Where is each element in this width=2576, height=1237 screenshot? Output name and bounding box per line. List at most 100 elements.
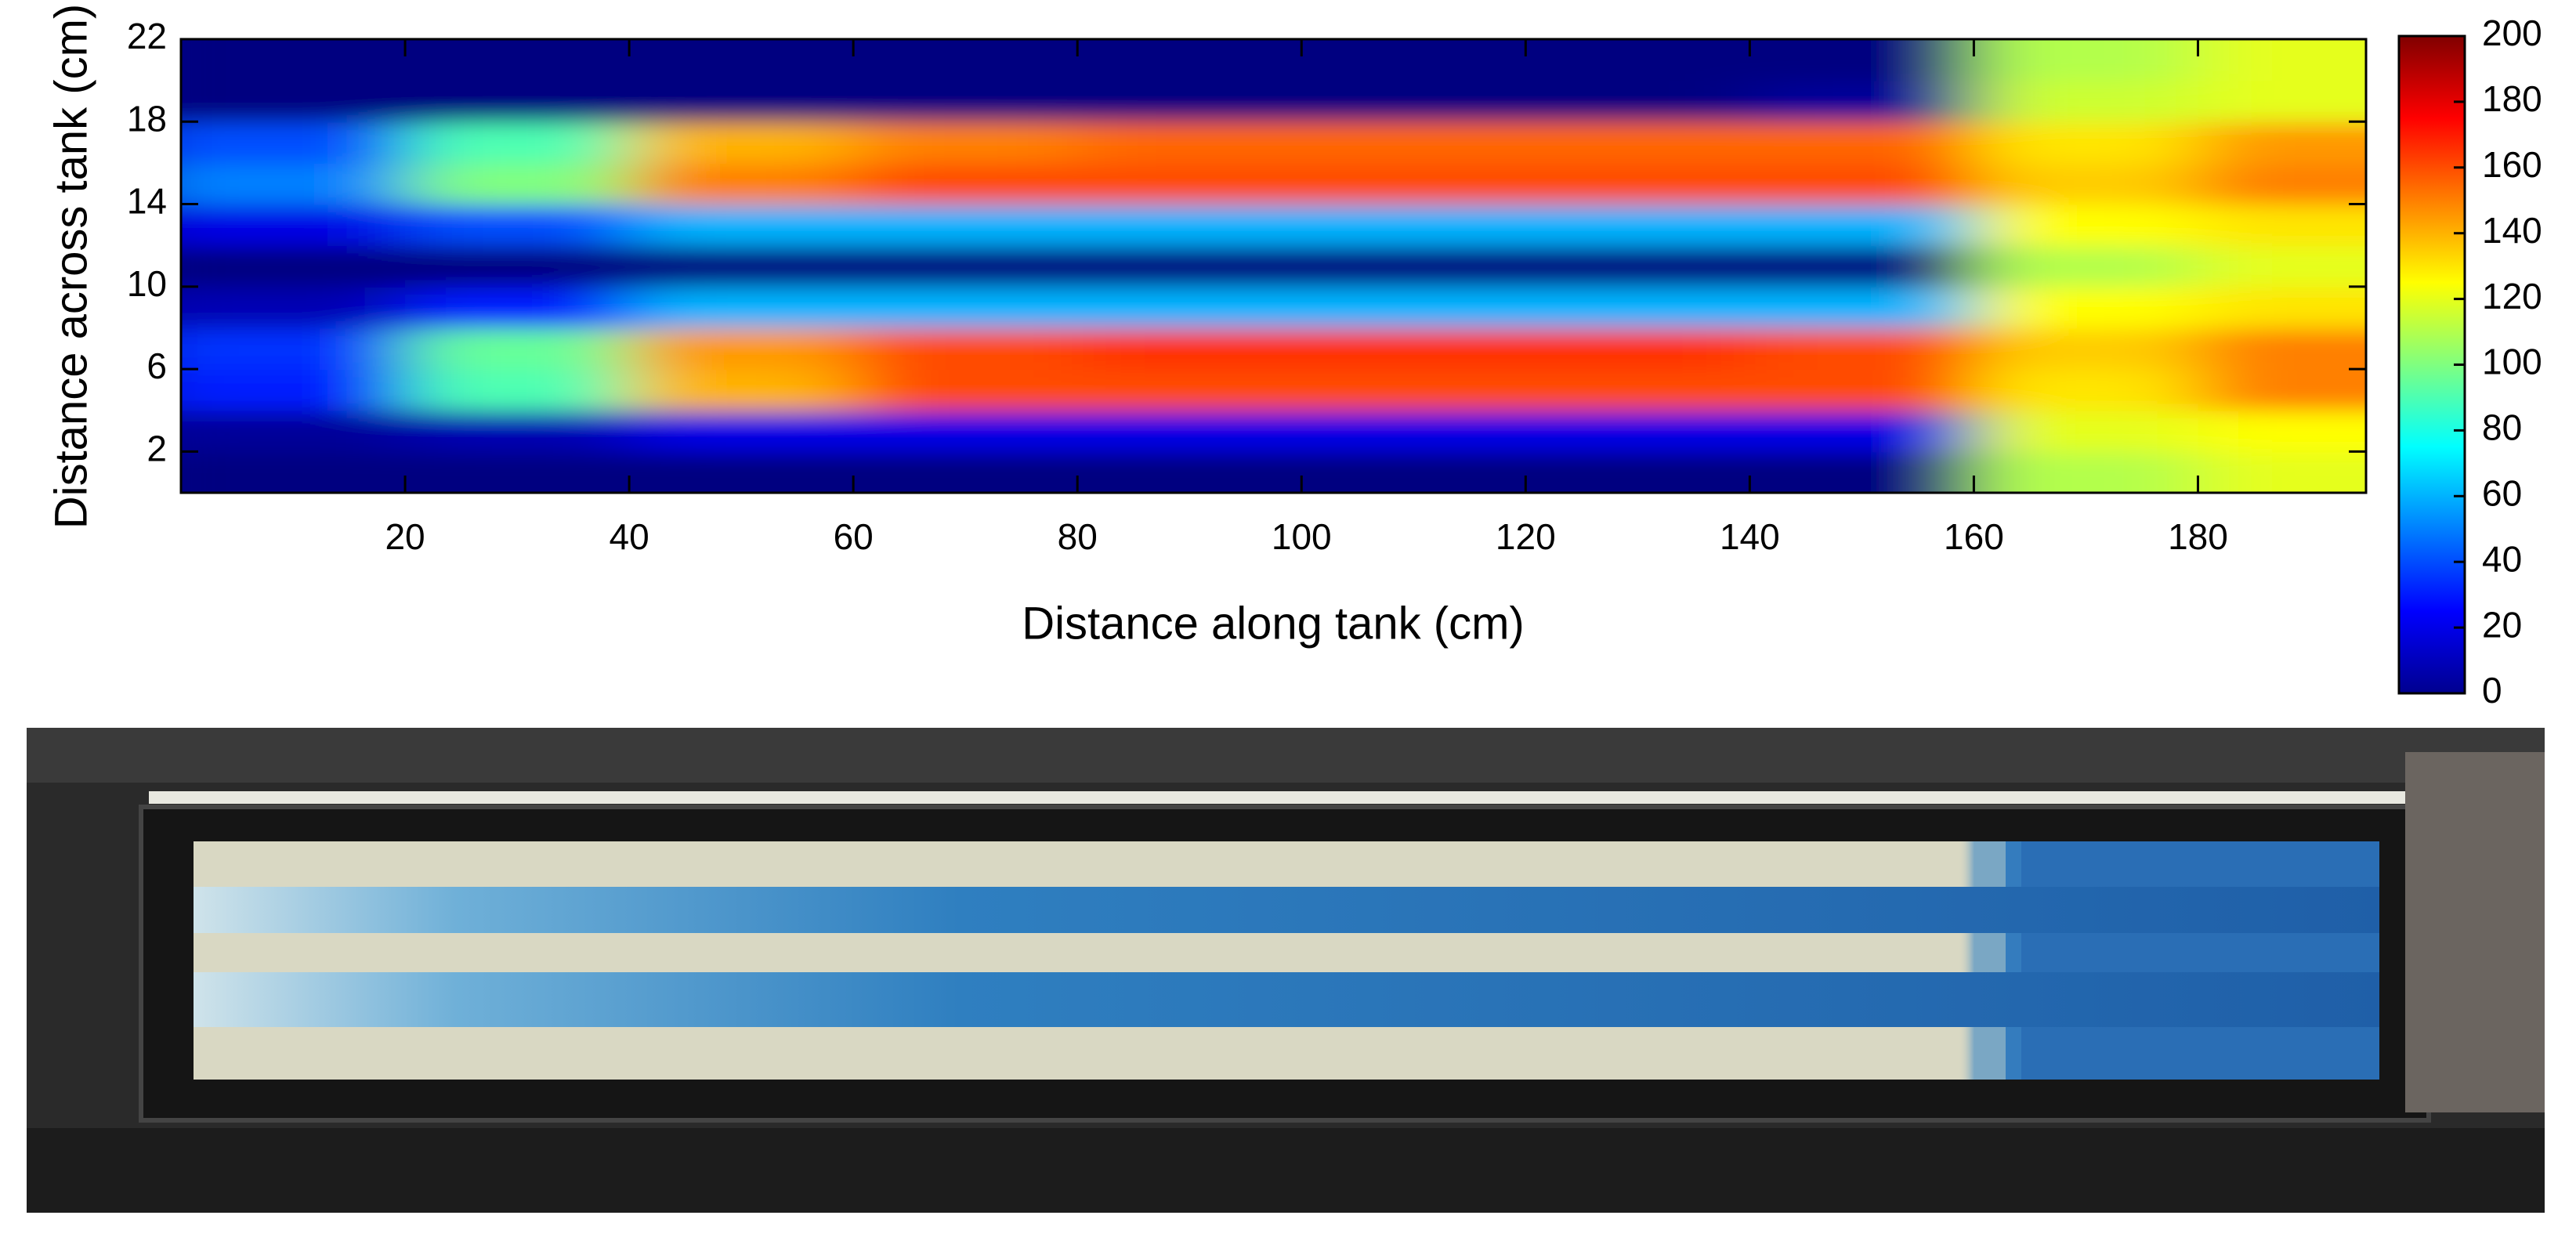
heat-cell xyxy=(1301,162,1527,205)
heat-cell xyxy=(1749,451,1975,493)
heat-cell xyxy=(1301,39,1527,81)
x-tick-label: 80 xyxy=(1058,516,1098,557)
heat-cell xyxy=(181,121,407,164)
heat-cell xyxy=(1301,121,1527,164)
colorbar-tick-label: 120 xyxy=(2482,276,2542,316)
heat-cell xyxy=(181,162,407,205)
heat-cell xyxy=(2198,327,2366,371)
heat-cell xyxy=(629,204,855,247)
heat-cell xyxy=(1974,327,2199,371)
y-tick-label: 18 xyxy=(127,98,167,139)
heat-cell xyxy=(629,162,855,205)
heat-cell xyxy=(1974,162,2199,205)
heat-cell xyxy=(2198,80,2366,123)
heat-cell xyxy=(1974,204,2199,247)
heat-cell xyxy=(181,410,407,453)
colorbar-tick-label: 0 xyxy=(2482,670,2502,711)
colorbar-tick-label: 160 xyxy=(2482,144,2542,185)
heat-cell xyxy=(1077,162,1303,205)
heat-cell xyxy=(1077,204,1303,247)
heat-cell xyxy=(1525,204,1751,247)
heat-cell xyxy=(405,121,631,164)
heat-cell xyxy=(853,204,1079,247)
heat-cell xyxy=(181,451,407,493)
y-tick-label: 10 xyxy=(127,263,167,304)
heat-cell xyxy=(1974,121,2199,164)
photo-rail xyxy=(27,728,2545,783)
heat-cell xyxy=(405,162,631,205)
heat-cell xyxy=(2198,162,2366,205)
heat-cell xyxy=(1525,410,1751,453)
heat-cell xyxy=(2198,286,2366,329)
x-tick-label: 100 xyxy=(1272,516,1332,557)
heatmap xyxy=(181,39,2366,493)
upper-plume xyxy=(194,887,2379,933)
heat-cell xyxy=(181,39,407,81)
heat-cell xyxy=(1525,121,1751,164)
heat-cell xyxy=(1974,286,2199,329)
heat-cell xyxy=(853,451,1079,493)
colorbar-tick-label: 20 xyxy=(2482,604,2522,645)
heat-cell xyxy=(1077,245,1303,288)
heat-cell xyxy=(1077,80,1303,123)
heat-cell xyxy=(181,204,407,247)
heat-cell xyxy=(1749,204,1975,247)
heat-cell xyxy=(181,327,407,371)
heat-cell xyxy=(2198,245,2366,288)
heat-cell xyxy=(629,80,855,123)
y-tick-label: 14 xyxy=(127,181,167,222)
heat-cell xyxy=(405,451,631,493)
heat-cell xyxy=(1525,451,1751,493)
heat-cell xyxy=(2198,39,2366,81)
tank-photo xyxy=(27,728,2545,1213)
dye-front xyxy=(2006,841,2379,1080)
colorbar-tick-label: 200 xyxy=(2482,13,2542,53)
y-tick-label: 22 xyxy=(127,16,167,56)
heat-cell xyxy=(405,410,631,453)
x-tick-label: 20 xyxy=(385,516,425,557)
heat-cell xyxy=(853,327,1079,371)
heat-cell xyxy=(1301,410,1527,453)
heat-cell xyxy=(853,121,1079,164)
heat-cell xyxy=(181,369,407,411)
heat-cell xyxy=(1749,162,1975,205)
heat-cell xyxy=(2198,204,2366,247)
colorbar-tick-label: 180 xyxy=(2482,78,2542,119)
heat-cell xyxy=(405,327,631,371)
heat-cell xyxy=(1749,39,1975,81)
heat-cell xyxy=(1974,245,2199,288)
colorbar-tick-label: 40 xyxy=(2482,538,2522,579)
x-tick-label: 40 xyxy=(610,516,649,557)
heat-cell xyxy=(1301,369,1527,411)
heat-cell xyxy=(2198,451,2366,493)
heat-cell xyxy=(1301,451,1527,493)
heat-cell xyxy=(1974,80,2199,123)
heat-cell xyxy=(1749,245,1975,288)
heat-cell xyxy=(1749,286,1975,329)
y-tick-label: 2 xyxy=(147,429,167,469)
heat-cell xyxy=(629,369,855,411)
heat-cell xyxy=(181,286,407,329)
photo-light xyxy=(149,791,2421,804)
heat-cell xyxy=(853,286,1079,329)
heat-cell xyxy=(853,39,1079,81)
heatmap-cells xyxy=(181,39,2366,493)
heat-cell xyxy=(405,286,631,329)
heat-cell xyxy=(1077,451,1303,493)
heat-cell xyxy=(1974,369,2199,411)
x-tick-label: 120 xyxy=(1496,516,1556,557)
heat-cell xyxy=(1301,286,1527,329)
x-tick-label: 180 xyxy=(2168,516,2228,557)
heat-cell xyxy=(629,39,855,81)
heat-cell xyxy=(1301,80,1527,123)
heat-cell xyxy=(1749,369,1975,411)
heat-cell xyxy=(1077,286,1303,329)
heat-cell xyxy=(2198,410,2366,453)
heat-cell xyxy=(405,245,631,288)
colorbar-tick-label: 80 xyxy=(2482,407,2522,448)
x-axis-label: Distance along tank (cm) xyxy=(1022,598,1524,649)
y-axis-label: Distance across tank (cm) xyxy=(45,4,96,529)
heat-cell xyxy=(1525,162,1751,205)
heat-cell xyxy=(629,410,855,453)
